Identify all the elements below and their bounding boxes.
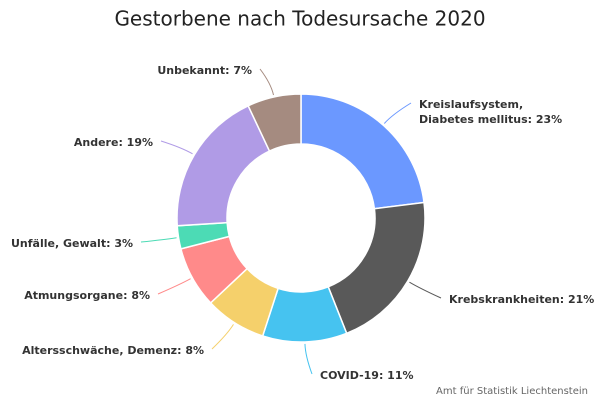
connector <box>409 281 442 299</box>
data-label: Kreislaufsystem, Diabetes mellitus: 23% <box>419 98 562 126</box>
data-label: COVID-19: 11% <box>320 369 414 382</box>
data-label: Altersschwäche, Demenz: 8% <box>22 344 204 357</box>
connector <box>211 324 234 350</box>
data-label: Atmungsorgane: 8% <box>24 289 150 302</box>
slice <box>300 93 425 210</box>
connector <box>160 140 193 155</box>
slice <box>176 104 271 227</box>
connector <box>304 343 313 375</box>
data-label: Unfälle, Gewalt: 3% <box>11 237 133 250</box>
connector <box>140 237 177 243</box>
slice <box>327 201 426 335</box>
connector <box>157 278 191 295</box>
slice <box>247 93 302 153</box>
data-label: Unbekannt: 7% <box>157 64 252 77</box>
source: Amt für Statistik Liechtenstein <box>436 386 588 397</box>
data-label: Krebskrankheiten: 21% <box>449 293 594 306</box>
data-label: Andere: 19% <box>74 136 153 149</box>
chart-title: Gestorbene nach Todesursache 2020 <box>114 7 485 31</box>
connector <box>383 102 412 124</box>
connector <box>259 68 275 96</box>
